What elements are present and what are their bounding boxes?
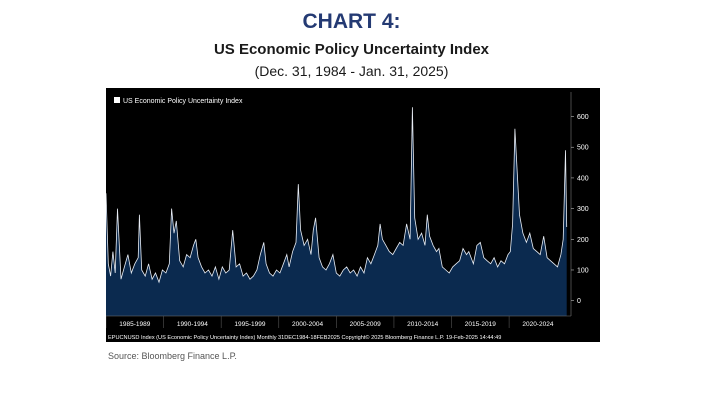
series-line [106,107,568,284]
x-tick-label: 1990-1994 [177,321,208,328]
source-note: Source: Bloomberg Finance L.P. [108,351,237,361]
legend: US Economic Policy Uncertainty Index [114,97,243,105]
chart-number: CHART 4: [302,10,401,33]
x-tick-label: 2010-2014 [407,321,438,328]
area-layer [106,107,568,316]
x-tick-label: 2020-2024 [522,321,553,328]
y-tick-label: 200 [577,237,589,244]
series-area [106,107,567,316]
legend-label: US Economic Policy Uncertainty Index [123,98,243,105]
y-tick-label: 400 [577,175,589,182]
x-tick-label: 1985-1989 [119,321,150,328]
y-tick-label: 0 [577,298,581,305]
x-tick-label: 1995-1999 [234,321,265,328]
chart-title: US Economic Policy Uncertainty Index [213,41,490,58]
legend-swatch [114,97,120,103]
chart-footer: EPUCNUSD Index (US Economic Policy Uncer… [108,334,501,341]
y-tick-label: 100 [577,267,589,274]
x-tick-label: 2005-2009 [350,321,381,328]
y-tick-label: 600 [577,114,589,121]
chart-subtitle: (Dec. 31, 1984 - Jan. 31, 2025) [254,63,449,79]
x-tick-label: 2000-2004 [292,321,323,328]
chart-svg: 0 100 200 300 400 500 600 1985-1989 1990-1994 199… [106,88,600,342]
y-tick-label: 500 [577,145,589,152]
y-tick-label: 300 [577,206,589,213]
axis-layer: 0 100 200 300 400 500 600 1985-1989 1990-1994 199… [106,92,589,328]
chart-frame: 0 100 200 300 400 500 600 1985-1989 1990-1994 199… [106,88,600,342]
x-tick-label: 2015-2019 [465,321,496,328]
